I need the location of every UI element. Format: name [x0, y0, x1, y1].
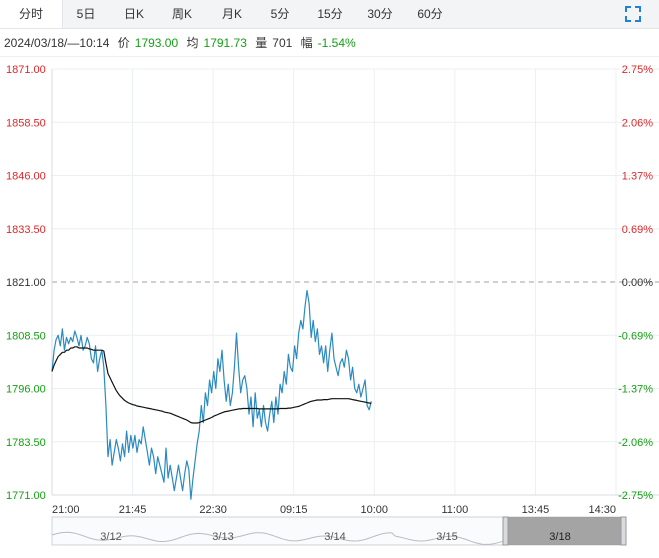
tab-5day[interactable]: 5日 [76, 7, 96, 21]
navigator-date-label: 3/12 [100, 531, 121, 543]
time-tick-label: 10:00 [361, 504, 389, 516]
percent-tick-label: -1.37% [618, 384, 653, 396]
navigator-history-line [51, 531, 506, 545]
price-tick-label: 1808.50 [6, 330, 46, 342]
price-value: 1793.00 [134, 36, 179, 50]
percent-tick-label: -2.06% [618, 437, 653, 449]
price-tick-label: 1858.50 [6, 117, 46, 129]
navigator-date-label: 3/14 [324, 531, 345, 543]
tab-5min[interactable]: 5分 [270, 7, 290, 21]
average-price-line [51, 346, 372, 424]
navigator-date-label: 3/13 [212, 531, 233, 543]
change-value: -1.54% [317, 36, 356, 50]
time-tick-label: 22:30 [199, 504, 227, 516]
time-tick-label: 14:30 [588, 504, 616, 516]
percent-tick-label: -0.69% [618, 330, 653, 342]
price-tick-label: 1783.50 [6, 437, 46, 449]
navigator-right-handle[interactable] [620, 516, 627, 546]
chart-series [51, 289, 372, 500]
price-label: 价 [117, 36, 130, 50]
tab-daily-k[interactable]: 日K [123, 7, 144, 21]
price-tick-label: 1796.00 [6, 384, 46, 396]
time-tick-label: 09:15 [280, 504, 308, 516]
percent-tick-label: 0.00% [622, 277, 653, 289]
price-tick-label: 1771.00 [6, 490, 46, 502]
chart-grid [51, 68, 659, 496]
time-axis-labels: 21:00 21:45 22:30 09:15 10:00 11:00 13:45 14:30 [52, 504, 616, 516]
time-tick-label: 11:00 [441, 504, 468, 516]
avg-label: 均 [186, 36, 199, 50]
volume-value: 701 [272, 36, 293, 50]
price-tick-label: 1846.00 [6, 171, 46, 183]
price-tick-label: 1833.50 [6, 224, 46, 236]
tab-monthly-k[interactable]: 月K [221, 7, 242, 21]
percent-axis-labels: 2.75% 2.06% 1.37% 0.69% 0.00% -0.69% -1.37% -2.… [618, 64, 653, 502]
time-tick-label: 13:45 [522, 504, 550, 516]
navigator-selected-window [507, 517, 624, 545]
tab-weekly-k[interactable]: 周K [171, 7, 192, 21]
navigator-left-handle[interactable] [502, 516, 509, 546]
tab-intraday[interactable]: 分时 [0, 0, 63, 28]
range-navigator: 3/12 3/13 3/14 3/15 3/18 [51, 516, 627, 546]
time-tick-label: 21:00 [52, 504, 80, 516]
price-tick-label: 1821.00 [6, 277, 46, 289]
time-tick-label: 21:45 [119, 504, 147, 516]
tab-15min[interactable]: 15分 [317, 7, 343, 21]
quote-time: 2024/03/18/—10:14 [4, 36, 110, 50]
navigator-date-label: 3/15 [436, 531, 457, 543]
percent-tick-label: 1.37% [622, 171, 653, 183]
percent-tick-label: 0.69% [622, 224, 653, 236]
period-tab-bar: 分时 5日 日K 周K 月K 5分 15分 30分 60分 [0, 0, 659, 29]
price-tick-label: 1871.00 [6, 64, 46, 76]
quote-info-bar: 2024/03/18/—10:14 价 1793.00 均 1791.73 量 701… [0, 29, 659, 57]
tab-30min[interactable]: 30分 [367, 7, 393, 21]
price-line [51, 289, 372, 500]
avg-value: 1791.73 [203, 36, 247, 50]
navigator-date-label: 3/18 [549, 531, 570, 543]
price-axis-labels: 1871.00 1858.50 1846.00 1833.50 1821.00 1808.… [6, 64, 46, 502]
percent-tick-label: 2.75% [622, 64, 653, 76]
change-label: 幅 [300, 36, 313, 50]
percent-tick-label: 2.06% [622, 117, 653, 129]
volume-label: 量 [255, 36, 268, 50]
tab-60min[interactable]: 60分 [417, 7, 443, 21]
percent-tick-label: -2.75% [618, 490, 653, 502]
fullscreen-icon[interactable] [624, 5, 642, 23]
